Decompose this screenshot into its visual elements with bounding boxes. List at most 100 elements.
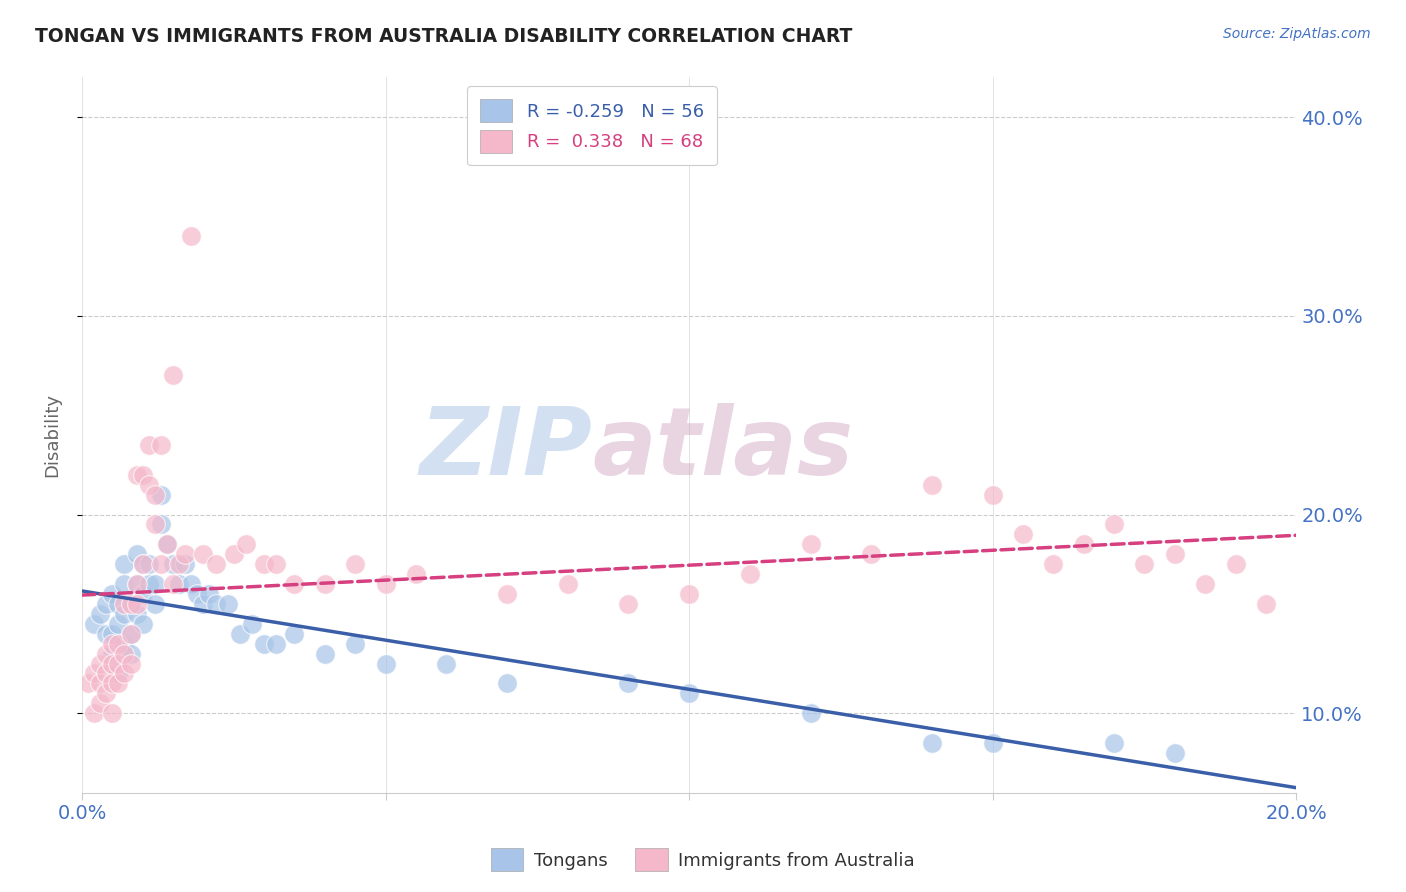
Point: [96, 686, 118, 700]
Point: [125, 467, 148, 482]
Point: [89, 676, 111, 690]
Point: [138, 558, 160, 572]
Point: [496, 587, 519, 601]
Point: [107, 676, 129, 690]
Point: [374, 577, 396, 591]
Point: [921, 477, 943, 491]
Point: [125, 607, 148, 621]
Point: [114, 607, 136, 621]
Point: [114, 577, 136, 591]
Point: [204, 597, 226, 611]
Point: [131, 558, 153, 572]
Point: [1042, 558, 1064, 572]
Point: [617, 597, 640, 611]
Point: [222, 547, 245, 561]
Point: [101, 637, 124, 651]
Point: [235, 537, 257, 551]
Point: [193, 597, 215, 611]
Point: [283, 577, 305, 591]
Point: [921, 736, 943, 750]
Point: [120, 626, 142, 640]
Point: [149, 438, 172, 452]
Point: [156, 537, 179, 551]
Point: [114, 597, 136, 611]
Text: ZIP: ZIP: [419, 403, 592, 495]
Point: [156, 537, 179, 551]
Point: [1012, 527, 1035, 541]
Point: [89, 607, 111, 621]
Point: [131, 616, 153, 631]
Point: [143, 577, 166, 591]
Point: [193, 547, 215, 561]
Point: [198, 587, 221, 601]
Point: [162, 368, 184, 383]
Point: [167, 577, 190, 591]
Point: [434, 657, 457, 671]
Point: [678, 587, 700, 601]
Point: [101, 626, 124, 640]
Text: atlas: atlas: [592, 403, 853, 495]
Point: [180, 577, 202, 591]
Text: Source: ZipAtlas.com: Source: ZipAtlas.com: [1223, 27, 1371, 41]
Point: [253, 558, 276, 572]
Point: [83, 706, 105, 721]
Point: [107, 657, 129, 671]
Point: [678, 686, 700, 700]
Point: [162, 558, 184, 572]
Point: [186, 587, 208, 601]
Point: [120, 657, 142, 671]
Point: [557, 577, 579, 591]
Point: [264, 637, 287, 651]
Point: [174, 558, 197, 572]
Point: [180, 229, 202, 244]
Point: [125, 547, 148, 561]
Point: [496, 676, 519, 690]
Point: [253, 637, 276, 651]
Point: [204, 558, 226, 572]
Point: [120, 597, 142, 611]
Point: [149, 517, 172, 532]
Point: [125, 577, 148, 591]
Legend: R = -0.259   N = 56, R =  0.338   N = 68: R = -0.259 N = 56, R = 0.338 N = 68: [467, 87, 717, 165]
Point: [143, 597, 166, 611]
Point: [83, 616, 105, 631]
Point: [138, 438, 160, 452]
Point: [83, 666, 105, 681]
Point: [138, 577, 160, 591]
Point: [240, 616, 263, 631]
Point: [149, 558, 172, 572]
Point: [120, 626, 142, 640]
Point: [1194, 577, 1216, 591]
Point: [96, 626, 118, 640]
Point: [1102, 517, 1125, 532]
Point: [860, 547, 883, 561]
Legend: Tongans, Immigrants from Australia: Tongans, Immigrants from Australia: [484, 841, 922, 879]
Point: [344, 558, 367, 572]
Point: [799, 706, 821, 721]
Point: [125, 577, 148, 591]
Point: [131, 467, 153, 482]
Point: [738, 567, 761, 582]
Point: [138, 477, 160, 491]
Point: [264, 558, 287, 572]
Point: [114, 637, 136, 651]
Point: [314, 577, 336, 591]
Point: [107, 666, 129, 681]
Point: [1254, 597, 1277, 611]
Point: [162, 577, 184, 591]
Point: [101, 676, 124, 690]
Point: [107, 597, 129, 611]
Point: [101, 647, 124, 661]
Point: [799, 537, 821, 551]
Point: [96, 647, 118, 661]
Point: [96, 597, 118, 611]
Point: [1133, 558, 1156, 572]
Point: [143, 488, 166, 502]
Point: [1164, 547, 1187, 561]
Point: [217, 597, 239, 611]
Point: [1102, 736, 1125, 750]
Point: [120, 647, 142, 661]
Point: [107, 616, 129, 631]
Point: [405, 567, 427, 582]
Point: [174, 547, 197, 561]
